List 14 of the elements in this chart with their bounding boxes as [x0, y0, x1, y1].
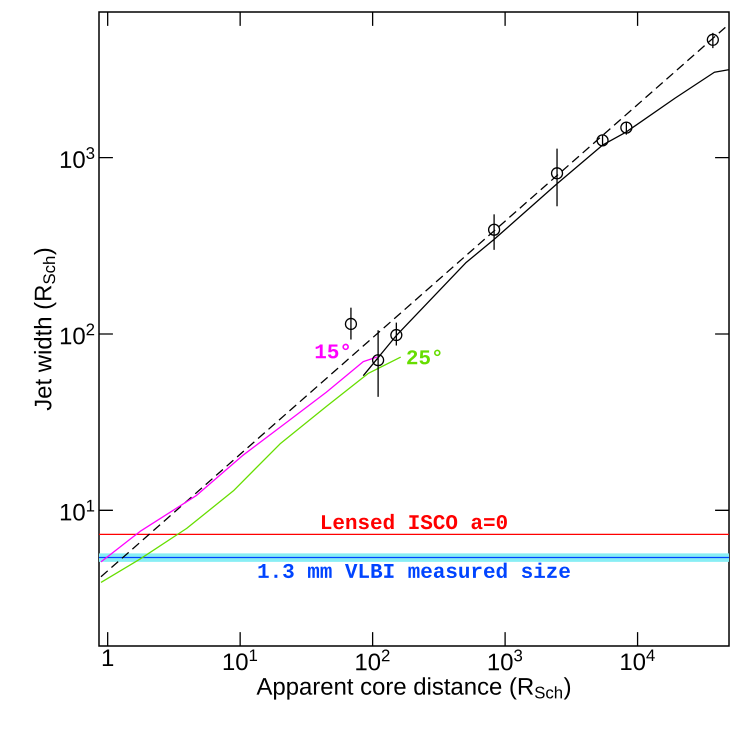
y-tick-label: 10$^{2}$	[60, 324, 94, 344]
y-axis-title: Jet width (R$_{Sch}$)	[34, 248, 56, 410]
y-tick-label: 10$^{3}$	[60, 147, 94, 168]
series-label: 15°	[316, 344, 349, 358]
y-tick-label: 10$^{1}$	[60, 500, 94, 521]
x-tick-label: 10$^{2}$	[356, 650, 390, 670]
x-tick-label: 10$^{1}$	[224, 650, 258, 670]
x-tick-label: 10$^{4}$	[621, 650, 655, 670]
x-tick-label: 1	[102, 650, 114, 666]
annotation: Lensed ISCO a=0	[322, 514, 507, 530]
ref-line-label: 1.3 mm VLBI measured size	[258, 562, 570, 578]
series-label: 25°	[407, 350, 441, 364]
x-axis-title: Apparent core distance (R$_{Sch}$)	[256, 677, 570, 700]
x-tick-label: 10$^{3}$	[488, 650, 522, 670]
